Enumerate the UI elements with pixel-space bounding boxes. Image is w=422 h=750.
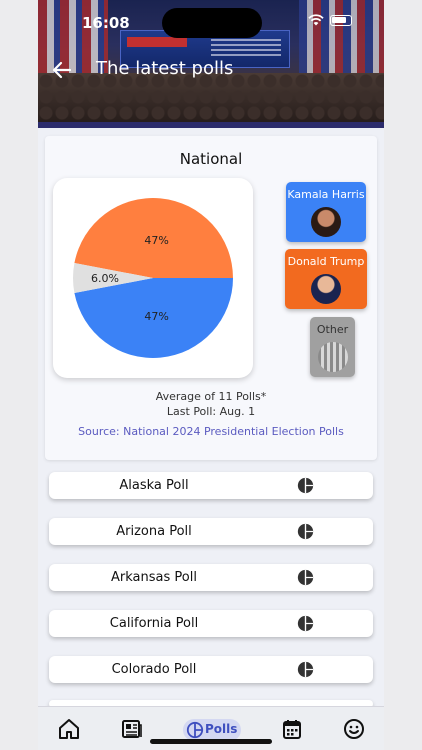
pie-chart-icon <box>297 523 314 540</box>
left-margin <box>0 0 38 750</box>
smiley-icon[interactable] <box>342 717 366 741</box>
average-text: Average of 11 Polls* <box>155 390 267 403</box>
pie-chart-icon <box>297 477 314 494</box>
pie-chart-container: 47% 47% 6.0% <box>53 178 253 378</box>
page-title: The latest polls <box>96 58 234 79</box>
slice-trump-label: 47% <box>144 234 168 247</box>
poll-item-arkansas[interactable]: Arkansas Poll <box>49 564 373 591</box>
national-card: National 47% 47% 6.0% Kamala Harris Donald… <box>45 136 377 460</box>
status-icons <box>308 14 352 26</box>
polls-icon <box>186 721 204 739</box>
other-photo <box>317 342 348 372</box>
banner-bottom-edge <box>38 122 384 128</box>
last-poll-text: Last Poll: Aug. 1 <box>166 405 256 418</box>
slice-harris <box>74 278 233 358</box>
poll-label: Alaska Poll <box>119 478 189 493</box>
poll-item-california[interactable]: California Poll <box>49 610 373 637</box>
status-time: 16:08 <box>82 14 130 32</box>
poll-item-colorado[interactable]: Colorado Poll <box>49 656 373 683</box>
slice-other-label: 6.0% <box>91 272 119 285</box>
candidate-name: Other <box>316 323 349 336</box>
poll-item-alaska[interactable]: Alaska Poll <box>49 472 373 499</box>
source-link[interactable]: Source: National 2024 Presidential Elect… <box>78 425 344 438</box>
harris-photo <box>311 207 341 237</box>
national-title: National <box>179 150 243 168</box>
poll-label: Arizona Poll <box>116 524 192 539</box>
app-screen: 16:08 The latest polls National 47% 47% 6.… <box>38 0 384 750</box>
candidate-card-other[interactable]: Other <box>310 317 355 377</box>
home-indicator <box>150 739 272 744</box>
tab-polls[interactable]: Polls <box>183 719 241 741</box>
poll-item-partial[interactable] <box>49 700 373 708</box>
battery-icon <box>330 14 352 26</box>
poll-label: Colorado Poll <box>111 662 197 677</box>
tab-polls-label: Polls <box>205 722 238 736</box>
pie-chart-icon <box>297 615 314 632</box>
poll-label: California Poll <box>109 616 199 631</box>
home-icon[interactable] <box>57 717 81 741</box>
calendar-icon[interactable] <box>280 717 304 741</box>
candidate-name: Kamala Harris <box>287 188 365 201</box>
back-arrow-icon[interactable] <box>50 58 74 82</box>
trump-photo <box>311 274 341 304</box>
wifi-icon <box>308 14 324 26</box>
slice-trump <box>74 198 233 278</box>
newspaper-icon[interactable] <box>120 717 144 741</box>
candidate-card-harris[interactable]: Kamala Harris <box>286 182 366 242</box>
poll-label: Arkansas Poll <box>111 570 197 585</box>
banner-crowd <box>38 73 384 128</box>
pie-chart-icon <box>297 569 314 586</box>
candidate-card-trump[interactable]: Donald Trump <box>285 249 367 309</box>
slice-harris-label: 47% <box>144 310 168 323</box>
slice-other <box>73 263 153 293</box>
right-margin <box>384 0 422 750</box>
pie-chart-icon <box>297 661 314 678</box>
dynamic-island <box>162 8 262 38</box>
poll-item-arizona[interactable]: Arizona Poll <box>49 518 373 545</box>
candidate-name: Donald Trump <box>287 255 365 268</box>
pie-chart: 47% 47% 6.0% <box>73 198 233 358</box>
